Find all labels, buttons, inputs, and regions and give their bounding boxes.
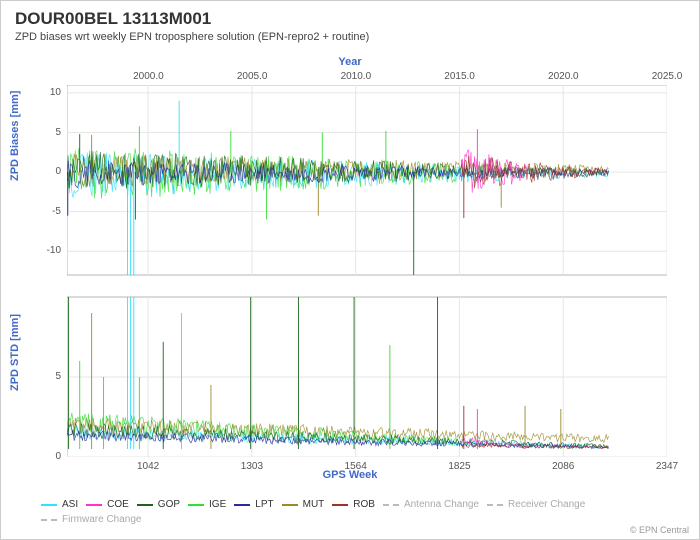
legend-item: IGE [188, 499, 226, 510]
legend-item: LPT [234, 499, 273, 510]
legend-label: GOP [158, 499, 180, 510]
tick-label: 1042 [137, 461, 159, 472]
tick-label: 0 [55, 166, 61, 177]
tick-label: 10 [50, 87, 61, 98]
legend-item: ROB [332, 499, 375, 510]
legend-swatch [282, 504, 298, 506]
legend-label: ROB [353, 499, 375, 510]
tick-label: 2015.0 [444, 71, 475, 82]
legend-label: IGE [209, 499, 226, 510]
tick-label: 2005.0 [237, 71, 268, 82]
tick-label: 1825 [448, 461, 470, 472]
legend-label: MUT [303, 499, 325, 510]
legend-item: GOP [137, 499, 180, 510]
bias-axis-label: ZPD Biases [mm] [9, 91, 21, 181]
chart-subtitle: ZPD biases wrt weekly EPN troposphere so… [15, 31, 369, 43]
legend-item: MUT [282, 499, 325, 510]
top-axis-label: Year [1, 56, 699, 68]
legend-item: COE [86, 499, 129, 510]
chart-container: DOUR00BEL 13113M001 ZPD biases wrt weekl… [0, 0, 700, 540]
legend-swatch [487, 504, 503, 506]
legend-swatch [234, 504, 250, 506]
legend-swatch [137, 504, 153, 506]
legend: ASI COE GOP IGE LPT MUT ROB Antenna Change Recei… [41, 499, 685, 525]
tick-label: 0 [55, 451, 61, 462]
credit: © EPN Central [630, 525, 689, 535]
chart-title: DOUR00BEL 13113M001 [15, 9, 211, 29]
legend-label: LPT [255, 499, 273, 510]
legend-item: Antenna Change [383, 499, 479, 510]
tick-label: 2010.0 [341, 71, 372, 82]
tick-label: 1564 [345, 461, 367, 472]
tick-label: 5 [55, 127, 61, 138]
legend-item: ASI [41, 499, 78, 510]
legend-swatch [188, 504, 204, 506]
legend-label: Antenna Change [404, 499, 479, 510]
legend-swatch [41, 504, 57, 506]
std-axis-label: ZPD STD [mm] [9, 314, 21, 391]
tick-label: -10 [47, 245, 61, 256]
tick-label: 2086 [552, 461, 574, 472]
tick-label: 2020.0 [548, 71, 579, 82]
legend-label: Firmware Change [62, 514, 141, 525]
tick-label: 2347 [656, 461, 678, 472]
legend-label: Receiver Change [508, 499, 585, 510]
legend-item: Receiver Change [487, 499, 585, 510]
tick-label: 2000.0 [133, 71, 164, 82]
tick-label: 5 [55, 371, 61, 382]
legend-item: Firmware Change [41, 514, 141, 525]
tick-label: -5 [52, 206, 61, 217]
legend-label: ASI [62, 499, 78, 510]
legend-swatch [332, 504, 348, 506]
legend-swatch [86, 504, 102, 506]
tick-label: 2025.0 [652, 71, 683, 82]
legend-swatch [41, 519, 57, 521]
plot-area [67, 85, 667, 457]
legend-swatch [383, 504, 399, 506]
tick-label: 1303 [241, 461, 263, 472]
legend-label: COE [107, 499, 129, 510]
